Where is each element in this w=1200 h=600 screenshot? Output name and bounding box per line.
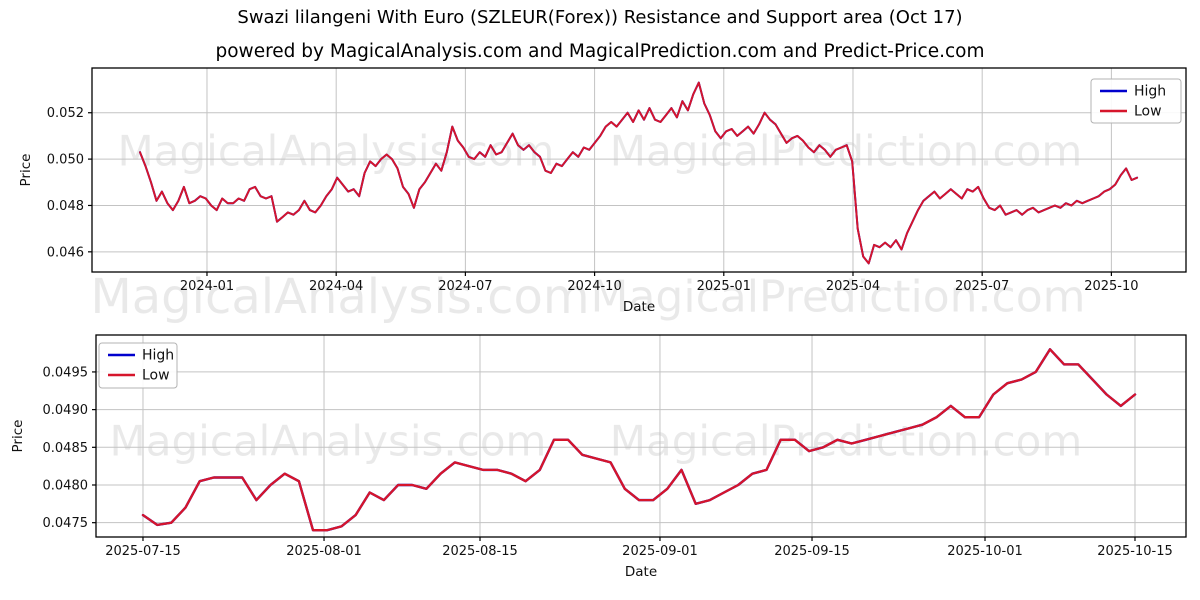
y-tick-label: 0.046 bbox=[47, 245, 84, 260]
y-tick-label: 0.052 bbox=[47, 106, 84, 121]
x-tick-label: 2025-09-15 bbox=[774, 544, 850, 559]
plot-border bbox=[95, 334, 1187, 538]
x-axis-label: Date bbox=[625, 564, 657, 580]
x-tick-label: 2025-07-15 bbox=[105, 544, 181, 559]
chart-resistance-support-full-history: 2024-01 2024-04 2024-07 2024-10 2025-01 2025-… bbox=[18, 67, 1187, 315]
y-tick-label: 0.0485 bbox=[43, 441, 89, 456]
watermark-analysis: MagicalAnalysis.com bbox=[90, 269, 590, 325]
x-tick-label: 2025-10-15 bbox=[1097, 544, 1173, 559]
x-tick-label: 2024-07 bbox=[438, 279, 492, 294]
page-title: Swazi lilangeni With Euro (SZLEUR(Forex)… bbox=[237, 7, 963, 28]
x-axis-label: Date bbox=[623, 299, 655, 315]
x-tick-label: 2024-10 bbox=[567, 279, 621, 294]
x-tick-label: 2025-10-01 bbox=[947, 544, 1023, 559]
y-tick-label: 0.0490 bbox=[43, 403, 89, 418]
y-tick-label: 0.0480 bbox=[43, 478, 89, 493]
x-tick-label: 2025-04 bbox=[826, 279, 880, 294]
x-tick-label: 2024-01 bbox=[180, 279, 234, 294]
x-tick-label: 2025-08-15 bbox=[442, 544, 518, 559]
watermark-prediction: MagicalPrediction.com bbox=[609, 126, 1083, 176]
x-tick-label: 2025-07 bbox=[955, 279, 1009, 294]
chart-resistance-support-recent-three-months: 2025-07-15 2025-08-01 2025-08-15 2025-09-01… bbox=[10, 334, 1187, 580]
legend-label-high: High bbox=[142, 348, 174, 364]
y-axis-label: Price bbox=[18, 154, 34, 187]
watermark-prediction: MagicalPrediction.com bbox=[590, 271, 1086, 323]
plot-border bbox=[91, 67, 1187, 273]
legend-label-low: Low bbox=[142, 368, 170, 384]
price-line-low bbox=[141, 348, 1137, 532]
y-tick-label: 0.0495 bbox=[43, 365, 89, 380]
legend-label-high: High bbox=[1134, 84, 1166, 100]
y-tick-label: 0.048 bbox=[47, 199, 84, 214]
page-subtitle: powered by MagicalAnalysis.com and Magic… bbox=[215, 41, 985, 62]
x-tick-label: 2024-04 bbox=[309, 279, 363, 294]
y-tick-label: 0.0475 bbox=[43, 516, 89, 531]
y-tick-label: 0.050 bbox=[47, 153, 84, 168]
y-axis-label: Price bbox=[10, 420, 26, 453]
price-line-high bbox=[141, 348, 1137, 532]
legend-label-low: Low bbox=[1134, 104, 1162, 120]
x-tick-label: 2025-10 bbox=[1084, 279, 1138, 294]
price-line-low bbox=[139, 81, 1139, 265]
x-tick-label: 2025-01 bbox=[697, 279, 751, 294]
watermark-analysis: MagicalAnalysis.com bbox=[109, 416, 547, 466]
x-tick-label: 2025-08-01 bbox=[286, 544, 362, 559]
x-tick-label: 2025-09-01 bbox=[622, 544, 698, 559]
